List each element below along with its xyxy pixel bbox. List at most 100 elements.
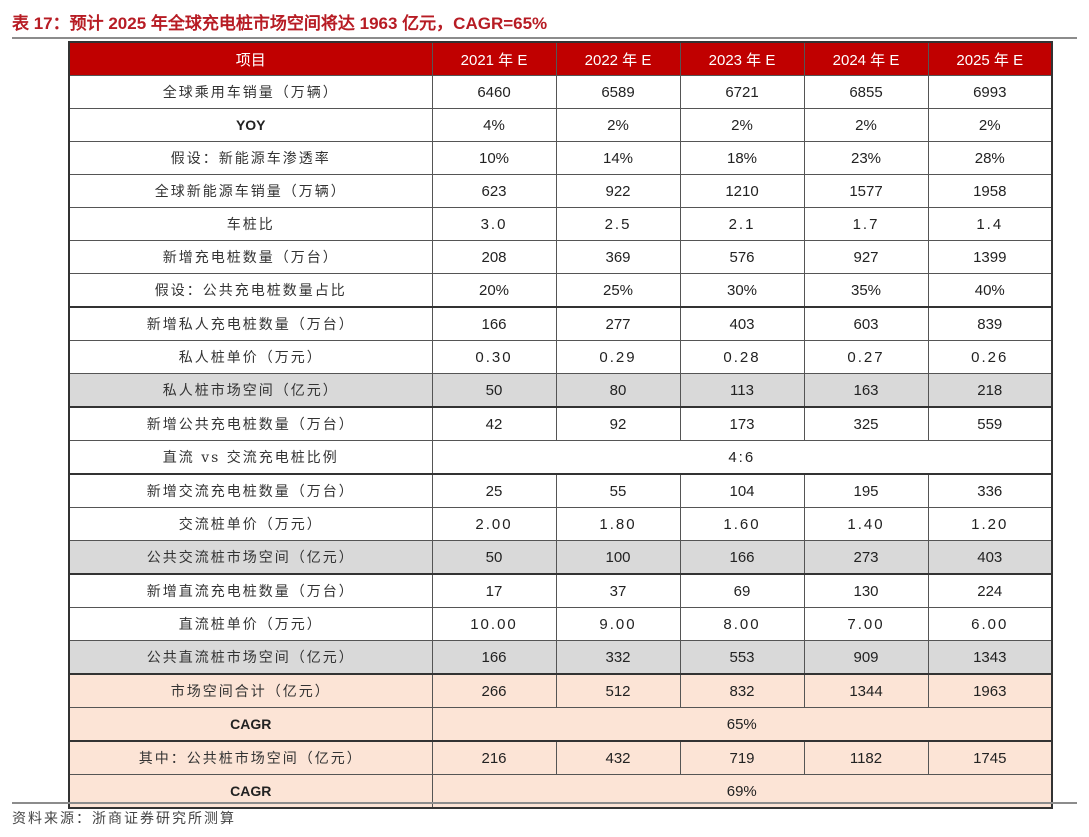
cell: 273 [803, 540, 929, 575]
cell: 927 [803, 240, 929, 274]
table-row: 假设：新能源车渗透率 10% 14% 18% 23% 28% [68, 141, 1053, 175]
table-row-total: 市场空间合计（亿元） 266 512 832 1344 1963 [68, 673, 1053, 708]
table-row-subtotal: 私人桩市场空间（亿元） 50 80 113 163 218 [68, 373, 1053, 408]
cell: 10.00 [431, 607, 557, 641]
cell: 1.20 [927, 507, 1053, 541]
row-label: 车桩比 [68, 207, 433, 241]
cell: 6460 [431, 75, 557, 109]
cell: 30% [679, 273, 805, 308]
header-item: 项目 [68, 41, 433, 76]
header-2024: 2024 年 E [803, 41, 929, 76]
cell: 332 [555, 640, 681, 675]
cell: 1577 [803, 174, 929, 208]
row-label: YOY [68, 108, 433, 142]
cell: 432 [555, 740, 681, 775]
row-label: 交流桩单价（万元） [68, 507, 433, 541]
cell: 336 [927, 473, 1053, 508]
table-row: 新增公共充电桩数量（万台） 42 92 173 325 559 [68, 406, 1053, 441]
table-row: YOY 4% 2% 2% 2% 2% [68, 108, 1053, 142]
table-row: 新增充电桩数量（万台） 208 369 576 927 1399 [68, 240, 1053, 274]
cell: 1210 [679, 174, 805, 208]
table-row: 直流 vs 交流充电桩比例 4:6 [68, 440, 1053, 475]
table-row-subtotal: 公共交流桩市场空间（亿元） 50 100 166 273 403 [68, 540, 1053, 575]
cell: 1745 [927, 740, 1053, 775]
cell: 28% [927, 141, 1053, 175]
header-2025: 2025 年 E [927, 41, 1053, 76]
header-row: 项目 2021 年 E 2022 年 E 2023 年 E 2024 年 E 2… [68, 41, 1053, 76]
cell: 2% [679, 108, 805, 142]
cell: 266 [431, 673, 557, 708]
cell: 3.0 [431, 207, 557, 241]
cell: 512 [555, 673, 681, 708]
table-row: 假设：公共充电桩数量占比 20% 25% 30% 35% 40% [68, 273, 1053, 308]
table-row: 私人桩单价（万元） 0.30 0.29 0.28 0.27 0.26 [68, 340, 1053, 374]
row-label: 新增交流充电桩数量（万台） [68, 473, 433, 508]
cell: 325 [803, 406, 929, 441]
cell: 6589 [555, 75, 681, 109]
cell: 2% [803, 108, 929, 142]
cell: 559 [927, 406, 1053, 441]
cell: 719 [679, 740, 805, 775]
row-label: 公共交流桩市场空间（亿元） [68, 540, 433, 575]
cell: 104 [679, 473, 805, 508]
cell: 6855 [803, 75, 929, 109]
row-label: 新增直流充电桩数量（万台） [68, 573, 433, 608]
cell: 17 [431, 573, 557, 608]
cell: 1958 [927, 174, 1053, 208]
cell: 603 [803, 306, 929, 341]
cell: 92 [555, 406, 681, 441]
source-note: 资料来源：浙商证券研究所测算 [12, 811, 236, 827]
cell: 25% [555, 273, 681, 308]
cell: 166 [679, 540, 805, 575]
row-label: 私人桩单价（万元） [68, 340, 433, 374]
header-2023: 2023 年 E [679, 41, 805, 76]
row-label: 新增公共充电桩数量（万台） [68, 406, 433, 441]
cell: 218 [927, 373, 1053, 408]
row-label: 直流桩单价（万元） [68, 607, 433, 641]
cell: 277 [555, 306, 681, 341]
cell: 55 [555, 473, 681, 508]
cell: 50 [431, 373, 557, 408]
cell: 166 [431, 640, 557, 675]
cell: 0.27 [803, 340, 929, 374]
table-row: 全球乘用车销量（万辆） 6460 6589 6721 6855 6993 [68, 75, 1053, 109]
row-label: 全球乘用车销量（万辆） [68, 75, 433, 109]
cell: 1343 [927, 640, 1053, 675]
cell: 1963 [927, 673, 1053, 708]
cell: 113 [679, 373, 805, 408]
row-label: 直流 vs 交流充电桩比例 [68, 440, 433, 475]
cell: 2.5 [555, 207, 681, 241]
table-row: 直流桩单价（万元） 10.00 9.00 8.00 7.00 6.00 [68, 607, 1053, 641]
cell: 40% [927, 273, 1053, 308]
table-row: 新增直流充电桩数量（万台） 17 37 69 130 224 [68, 573, 1053, 608]
cell: 14% [555, 141, 681, 175]
cell: 6993 [927, 75, 1053, 109]
table-row: 全球新能源车销量（万辆） 623 922 1210 1577 1958 [68, 174, 1053, 208]
table-caption: 表 17：预计 2025 年全球充电桩市场空间将达 1963 亿元，CAGR=6… [12, 14, 548, 33]
table-bottom-divider [12, 802, 1077, 804]
cell: 369 [555, 240, 681, 274]
cell: 1.80 [555, 507, 681, 541]
cell: 2% [927, 108, 1053, 142]
table-row: 车桩比 3.0 2.5 2.1 1.7 1.4 [68, 207, 1053, 241]
header-2022: 2022 年 E [555, 41, 681, 76]
caption-divider [12, 37, 1077, 39]
cell: 100 [555, 540, 681, 575]
cell: 909 [803, 640, 929, 675]
cell: 1.4 [927, 207, 1053, 241]
cell: 37 [555, 573, 681, 608]
cell: 23% [803, 141, 929, 175]
cell: 20% [431, 273, 557, 308]
cell: 25 [431, 473, 557, 508]
cell: 1344 [803, 673, 929, 708]
cell: 832 [679, 673, 805, 708]
charging-pile-market-table: 项目 2021 年 E 2022 年 E 2023 年 E 2024 年 E 2… [68, 41, 1053, 809]
cell: 69 [679, 573, 805, 608]
table-row-subtotal: 公共直流桩市场空间（亿元） 166 332 553 909 1343 [68, 640, 1053, 675]
table-row: 新增私人充电桩数量（万台） 166 277 403 603 839 [68, 306, 1053, 341]
row-label: CAGR [68, 707, 433, 742]
row-label: 私人桩市场空间（亿元） [68, 373, 433, 408]
row-label: 公共直流桩市场空间（亿元） [68, 640, 433, 675]
cell: 8.00 [679, 607, 805, 641]
cell: 0.26 [927, 340, 1053, 374]
